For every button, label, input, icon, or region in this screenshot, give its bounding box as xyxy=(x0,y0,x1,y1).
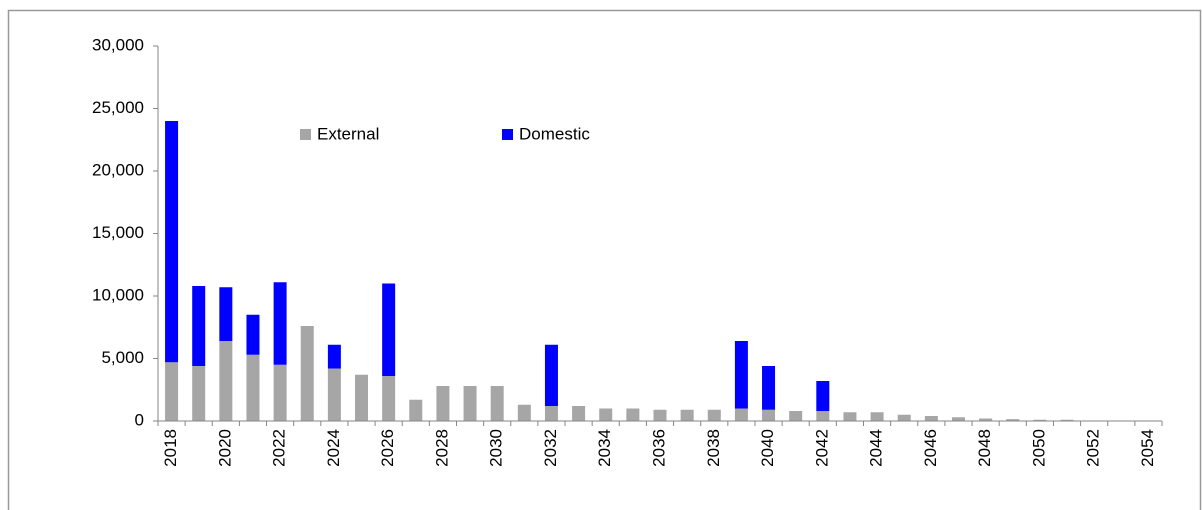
bar xyxy=(979,418,993,421)
x-tick-label: 2048 xyxy=(975,429,994,467)
y-tick-label: 20,000 xyxy=(92,160,144,179)
bar xyxy=(273,364,287,421)
bar xyxy=(382,376,396,421)
bar xyxy=(1006,419,1020,421)
bar xyxy=(192,366,206,421)
legend-label: Domestic xyxy=(519,124,590,143)
bar xyxy=(734,341,748,409)
x-tick-label: 2038 xyxy=(704,429,723,467)
y-tick-label: 30,000 xyxy=(92,35,144,54)
y-tick-label: 15,000 xyxy=(92,223,144,242)
bar xyxy=(816,411,830,421)
bar xyxy=(843,412,857,421)
legend-swatch xyxy=(300,129,311,140)
x-tick-label: 2030 xyxy=(487,429,506,467)
y-tick-label: 10,000 xyxy=(92,285,144,304)
bar xyxy=(924,416,938,421)
bar xyxy=(300,326,314,421)
bar xyxy=(789,411,803,421)
x-tick-label: 2018 xyxy=(161,429,180,467)
x-tick-label: 2024 xyxy=(324,429,343,467)
x-tick-label: 2032 xyxy=(541,429,560,467)
legend-label: External xyxy=(317,124,379,143)
bar xyxy=(544,344,558,406)
x-tick-label: 2044 xyxy=(867,429,886,467)
bar xyxy=(463,386,477,421)
bar xyxy=(165,362,179,421)
bar xyxy=(762,366,776,410)
x-tick-label: 2046 xyxy=(921,429,940,467)
bar xyxy=(734,408,748,421)
bar xyxy=(951,417,965,421)
bar xyxy=(490,386,504,421)
bar xyxy=(409,399,423,421)
bar xyxy=(517,404,531,421)
x-tick-label: 2042 xyxy=(812,429,831,467)
x-tick-label: 2050 xyxy=(1029,429,1048,467)
bar xyxy=(897,414,911,421)
x-tick-label: 2028 xyxy=(432,429,451,467)
bar xyxy=(246,314,260,355)
bar xyxy=(246,354,260,421)
bar xyxy=(327,368,341,421)
y-tick-label: 25,000 xyxy=(92,98,144,117)
bar xyxy=(355,374,369,421)
legend-swatch xyxy=(502,129,513,140)
x-tick-label: 2020 xyxy=(215,429,234,467)
bar xyxy=(436,386,450,421)
bar xyxy=(762,409,776,421)
bar xyxy=(1060,419,1074,421)
bar xyxy=(599,408,613,421)
bar xyxy=(165,121,179,363)
x-tick-label: 2022 xyxy=(270,429,289,467)
bar xyxy=(1033,419,1047,421)
bar xyxy=(192,286,206,366)
x-tick-label: 2054 xyxy=(1138,429,1157,467)
x-tick-label: 2026 xyxy=(378,429,397,467)
bar xyxy=(219,341,233,421)
x-tick-label: 2034 xyxy=(595,429,614,467)
bar xyxy=(219,287,233,341)
x-tick-label: 2052 xyxy=(1084,429,1103,467)
x-tick-label: 2040 xyxy=(758,429,777,467)
bar xyxy=(327,344,341,369)
frame xyxy=(7,9,1202,510)
bar xyxy=(870,412,884,421)
bar xyxy=(572,406,586,421)
bar xyxy=(680,409,694,421)
bar xyxy=(707,409,721,421)
bar xyxy=(653,409,667,421)
bar xyxy=(816,381,830,411)
bar xyxy=(382,283,396,376)
x-tick-label: 2036 xyxy=(649,429,668,467)
bar xyxy=(544,406,558,421)
bar xyxy=(626,408,640,421)
y-tick-label: 5,000 xyxy=(101,348,144,367)
y-tick-label: 0 xyxy=(135,410,144,429)
bar xyxy=(273,282,287,365)
